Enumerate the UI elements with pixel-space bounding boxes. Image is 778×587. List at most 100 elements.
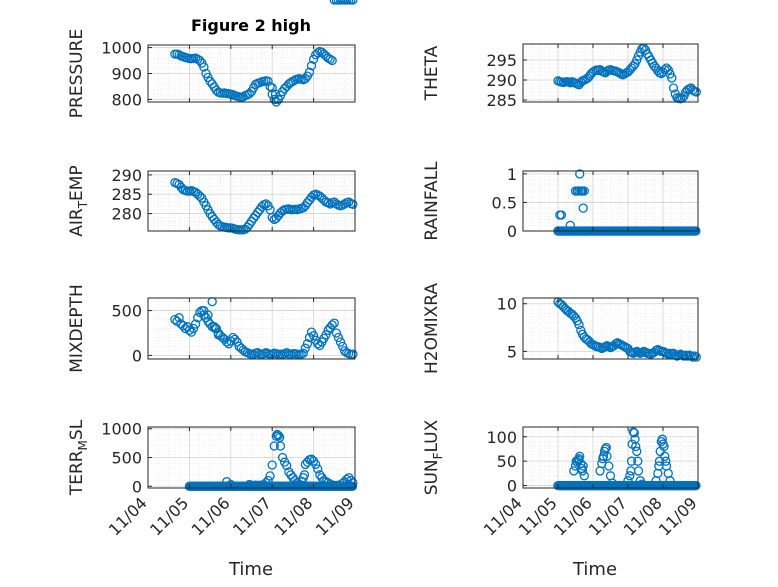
data-point [691,352,701,362]
data-point [602,451,612,461]
data-point [308,54,319,64]
data-point [601,442,611,453]
data-point [199,310,209,320]
data-point [691,87,701,97]
data-point [190,319,201,329]
data-point [625,471,635,481]
y-tick-label: 285 [111,185,142,204]
y-tick-label: 5 [507,342,517,361]
axes-box [522,170,699,232]
data-point [654,456,665,466]
data-point [575,169,585,179]
data-point [578,461,588,471]
y-axis-label: SUNFLUX [422,419,445,495]
x-tick-label: 11/06 [188,493,234,539]
data-point [224,339,234,349]
y-tick-label: 1000 [101,420,142,439]
data-point [246,480,257,490]
y-tick-label: 280 [111,205,142,224]
data-point [263,76,273,86]
y-axis-label: RAINFALL [422,161,442,241]
y-tick-label: 900 [111,65,142,84]
y-tick-label: 0.5 [492,193,517,212]
data-point [691,480,701,491]
data-point [230,334,240,344]
axes-box [522,43,699,103]
data-point [633,456,643,466]
data-point [174,313,184,323]
x-tick-label: 11/06 [550,493,596,539]
data-point [313,464,323,474]
data-point [304,67,315,77]
data-point [688,352,698,362]
data-point [213,330,224,340]
subplot-h2omixra: 5 10 H2OMIXRA [422,283,701,374]
data-point [337,341,348,352]
y-tick-label: 100 [486,428,517,447]
y-tick-label: 0 [132,346,142,365]
data-point [199,62,209,72]
data-point [261,478,271,488]
data-point [313,48,323,58]
data-point [659,441,669,452]
data-point [335,337,346,347]
y-tick-label: 50 [497,452,517,471]
data-point [222,337,232,347]
data-point [273,430,284,441]
x-tick-label: 11/08 [620,493,666,539]
x-tick-label: 11/07 [229,493,275,539]
data-point [607,478,617,488]
data-point [273,94,284,105]
axes-box [147,170,356,232]
data-point [667,73,677,83]
y-tick-label: 290 [111,166,142,185]
data-point [299,470,310,480]
x-tick-label: 11/09 [655,493,701,539]
data-point [269,441,279,451]
data-point [333,332,344,343]
x-tick-label: 11/04 [105,493,151,539]
data-point [327,55,337,66]
data-point [565,78,575,88]
data-point [300,74,310,84]
y-tick-label: 500 [111,449,142,468]
data-point [348,478,358,488]
y-tick-label: 285 [486,91,517,110]
data-point [232,337,242,347]
data-point [348,349,358,359]
y-axis-label: TERRMSL [67,419,90,496]
subplot-rainfall: 0 0.5 1 RAINFALL [422,161,701,241]
x-tick-label: 11/08 [270,493,316,539]
data-point [195,55,205,66]
data-point [184,325,195,335]
data-point [569,466,579,476]
data-point [626,456,637,466]
data-point [626,347,637,357]
x-tick-label: 11/07 [585,493,631,539]
data-point [668,83,679,93]
data-point [661,456,671,466]
data-point [282,460,292,471]
data-point [170,314,180,325]
x-axis-label-left: Time [228,559,273,580]
data-point [188,323,199,334]
x-tick-label: 11/09 [312,493,358,539]
x-tick-label: 11/05 [515,493,561,539]
axes-box [147,297,356,360]
data-point [660,451,670,461]
data-point [304,332,315,343]
data-point [629,428,639,438]
data-point [275,441,286,451]
data-point [329,318,339,328]
y-axis-label: H2OMIXRA [422,283,442,374]
data-point [267,212,277,223]
data-point [265,471,275,481]
y-axis-label: AIRTEMP [67,165,90,236]
y-tick-label: 0 [132,477,142,496]
data-point [203,310,213,320]
